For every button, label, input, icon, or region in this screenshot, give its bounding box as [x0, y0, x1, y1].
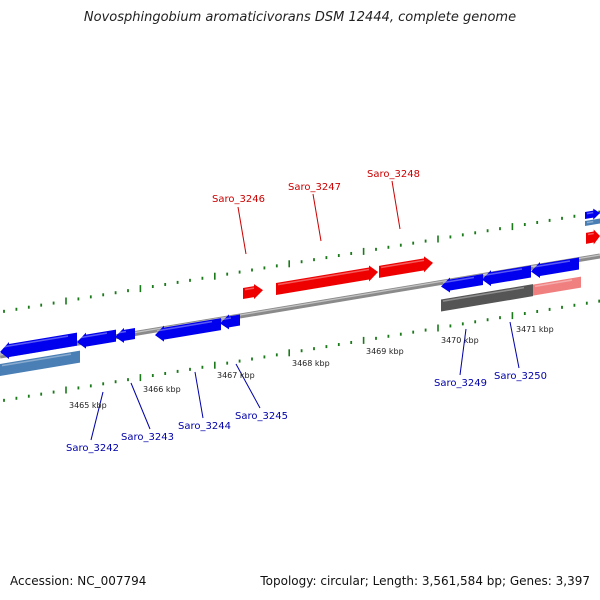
gene-saro-3246[interactable] — [243, 284, 263, 300]
gene-saro-3243[interactable] — [77, 329, 116, 349]
gene-reverse-right[interactable] — [531, 257, 579, 279]
map-title: Novosphingobium aromaticivorans DSM 1244… — [83, 10, 517, 25]
gene-saro-3247[interactable] — [276, 265, 378, 296]
leader-saro-3244 — [194, 371, 204, 419]
gene-label-saro-3245[interactable]: Saro_3245 — [235, 411, 288, 422]
leader-saro-3246 — [237, 206, 247, 255]
gene-label-saro-3244[interactable]: Saro_3244 — [178, 421, 231, 432]
leader-saro-3247 — [312, 193, 322, 242]
scale-label-3465: 3465 kbp — [69, 401, 107, 410]
leader-saro-3242 — [90, 391, 104, 441]
gene-label-saro-3243[interactable]: Saro_3243 — [121, 432, 174, 443]
label-leader-lines — [90, 180, 520, 441]
scale-label-3469: 3469 kbp — [366, 347, 404, 356]
gene-label-saro-3248[interactable]: Saro_3248 — [367, 169, 420, 180]
gene-features[interactable] — [0, 208, 600, 376]
gene-pseudo-light[interactable] — [533, 276, 581, 296]
gene-label-saro-3249[interactable]: Saro_3249 — [434, 378, 487, 389]
gene-rna-lower-left[interactable] — [0, 350, 80, 376]
scale-label-3466: 3466 kbp — [143, 385, 181, 394]
scale-label-3470: 3470 kbp — [441, 336, 479, 345]
leader-saro-3243 — [130, 382, 151, 430]
scale-label-3467: 3467 kbp — [217, 371, 255, 380]
scale-label-3471: 3471 kbp — [516, 325, 554, 334]
gene-saro-3242[interactable] — [0, 332, 77, 359]
scale-label-3468: 3468 kbp — [292, 359, 330, 368]
genome-stats-text: Topology: circular; Length: 3,561,584 bp… — [260, 574, 590, 588]
gene-label-saro-3250[interactable]: Saro_3250 — [494, 371, 547, 382]
gene-forward-edge[interactable] — [586, 229, 600, 245]
gene-saro-3244[interactable] — [155, 318, 221, 342]
tick-marks — [3, 210, 600, 402]
gene-saro-3248[interactable] — [379, 256, 433, 278]
gene-label-saro-3247[interactable]: Saro_3247 — [288, 182, 341, 193]
gene-upper-edge-rna[interactable] — [585, 218, 600, 227]
accession-text: Accession: NC_007794 — [10, 574, 147, 588]
gene-saro-3250[interactable] — [482, 265, 531, 287]
leader-saro-3250 — [509, 321, 520, 369]
gene-saro-3245[interactable] — [220, 314, 240, 330]
gene-label-saro-3242[interactable]: Saro_3242 — [66, 443, 119, 454]
leader-saro-3245 — [235, 363, 261, 409]
gene-saro-3249[interactable] — [441, 274, 483, 293]
gene-reverse-small-1[interactable] — [115, 327, 135, 343]
gene-upper-edge-blue[interactable] — [585, 208, 600, 220]
gene-label-saro-3246[interactable]: Saro_3246 — [212, 194, 265, 205]
leader-saro-3249 — [459, 328, 467, 376]
gene-pseudo-dark[interactable] — [441, 284, 533, 312]
leader-saro-3248 — [391, 180, 401, 230]
